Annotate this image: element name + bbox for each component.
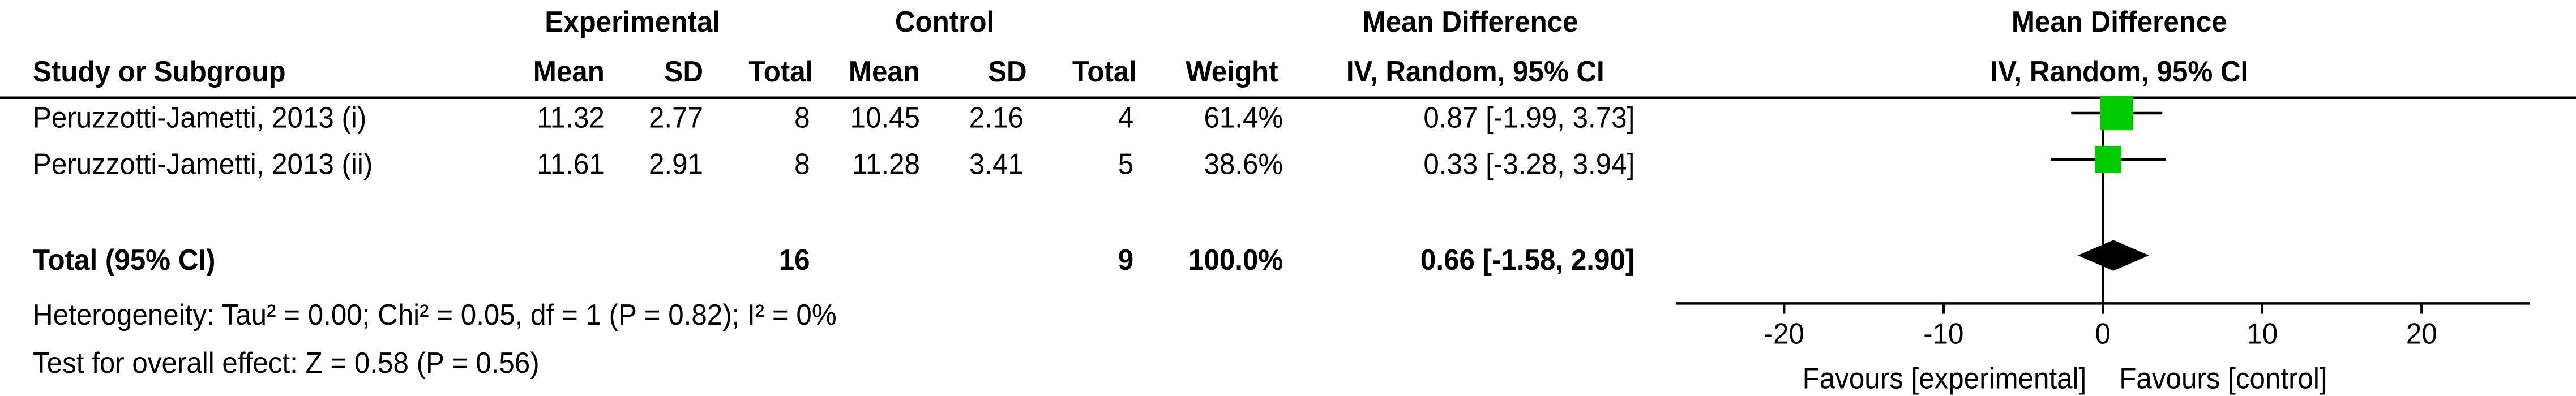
heterogeneity: Heterogeneity: Tau² = 0.00; Chi² = 0.05,… (33, 298, 837, 331)
x-tick-label: 10 (2246, 317, 2278, 350)
group-header: Control (895, 5, 994, 38)
cell: 61.4% (1204, 101, 1283, 134)
cell: 2.16 (969, 101, 1024, 134)
effect-square (2095, 145, 2121, 173)
favours-right: Favours [control] (2119, 361, 2327, 394)
column-header: Total (1072, 55, 1137, 88)
column-header: SD (988, 55, 1027, 88)
column-header: Study or Subgroup (33, 55, 286, 88)
x-tick-label: -10 (1923, 317, 1963, 350)
column-header: Total (748, 55, 813, 88)
column-header: Weight (1186, 55, 1278, 88)
column-header: SD (664, 55, 703, 88)
column-header: IV, Random, 95% CI (1346, 55, 1604, 88)
cell: 3.41 (969, 148, 1024, 180)
cell: 2.91 (649, 148, 703, 180)
x-tick-label: 20 (2406, 317, 2437, 350)
cell: 10.45 (850, 101, 920, 134)
overall-effect: Test for overall effect: Z = 0.58 (P = 0… (33, 346, 540, 379)
cell: 8 (794, 101, 810, 134)
total-cell: 0.66 [-1.58, 2.90] (1420, 243, 1634, 276)
x-tick-label: -20 (1764, 317, 1804, 350)
total-diamond (2077, 240, 2149, 271)
study-name: Peruzzotti-Jametti, 2013 (ii) (33, 148, 373, 180)
total-name: Total (95% CI) (33, 243, 215, 276)
favours-left: Favours [experimental] (1803, 361, 2087, 394)
cell: 11.61 (537, 148, 605, 180)
column-header: Mean (533, 55, 605, 88)
cell: 5 (1118, 148, 1133, 180)
cell: 8 (794, 148, 810, 180)
effect-square (2100, 96, 2133, 131)
total-cell: 9 (1118, 243, 1133, 276)
total-cell: 100.0% (1188, 243, 1283, 276)
cell: 11.28 (852, 148, 920, 180)
group-header: Mean Difference (2012, 5, 2227, 38)
cell: 38.6% (1204, 148, 1283, 180)
group-header: Experimental (545, 5, 720, 38)
cell: 11.32 (537, 101, 605, 134)
x-tick-label: 0 (2095, 317, 2111, 350)
column-header: Mean (849, 55, 920, 88)
column-header: IV, Random, 95% CI (1990, 55, 2248, 88)
study-name: Peruzzotti-Jametti, 2013 (i) (33, 101, 366, 134)
total-cell: 16 (779, 243, 810, 276)
group-header: Mean Difference (1363, 5, 1578, 38)
cell: 0.87 [-1.99, 3.73] (1423, 101, 1634, 134)
cell: 2.77 (649, 101, 703, 134)
cell: 4 (1118, 101, 1133, 134)
cell: 0.33 [-3.28, 3.94] (1423, 148, 1634, 180)
